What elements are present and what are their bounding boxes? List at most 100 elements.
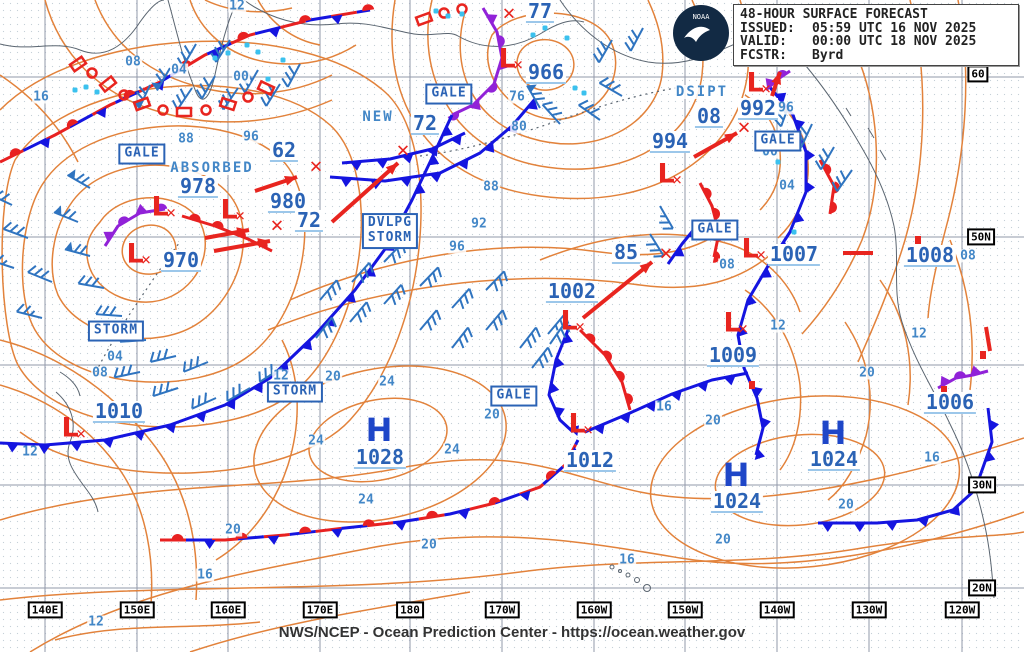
isobar-label: 16 [196,567,214,583]
pressure-label: 1012 [563,448,617,472]
phi-symbol: Φ [0,0,5,4]
movement-arrow [581,260,654,320]
wind-barb [64,241,91,257]
fcstr-value: Byrd [812,47,844,63]
isobar [94,0,333,95]
wind-barb [485,270,509,292]
cold-front [341,131,466,171]
cold-front [736,84,815,461]
isobar-label: 16 [32,89,50,105]
longitude-label: 140E [27,601,63,619]
latitude-label: 30N [968,476,996,494]
pressure-label: 980 [267,189,309,213]
warning-box: STORM [266,381,324,403]
wind-barb [95,305,123,317]
sky-obs-dot [564,35,570,41]
sky-obs-dot [445,13,451,19]
latitude-label: 20N [968,579,996,597]
sky-obs-dot [433,8,439,14]
isobar [54,621,261,641]
sky-obs-dot [244,42,250,48]
wind-barb [315,316,337,339]
issued-label: ISSUED: [740,20,795,36]
wind-barb [624,27,644,52]
low-center-x: ✕ [760,82,772,98]
isobar [801,39,878,335]
low-center-x: ✕ [574,320,586,336]
isobar [744,289,802,471]
low-center-x: ✕ [582,423,594,439]
wind-barb [831,169,853,192]
isobar [0,339,198,601]
isobar [857,0,924,363]
issued-value: 05:59 UTC 16 NOV 2025 [812,20,977,36]
pressure-label: 1024 [710,489,764,513]
isobar-label: 20 [483,407,501,423]
isobar [714,433,886,527]
isobar [86,197,207,303]
sky-obs-dot [225,50,231,56]
isobar-label: 16 [923,450,941,466]
wind-barb [2,221,29,239]
pressure-label: 85 [611,240,641,264]
hawaii-island [625,572,631,578]
isobar-label: 96 [777,100,795,116]
cold-front [818,407,999,532]
pressure-label: 1028 [353,445,407,469]
pressure-label: 1006 [923,390,977,414]
kuril-islands [95,241,181,373]
isobar-label: 96 [242,129,260,145]
wind-barb [659,205,674,230]
low-center-marker: L✕ [61,412,87,444]
low-center-marker: L✕ [746,67,772,99]
low-center-x: ✕ [755,248,767,264]
isobar-label: 12 [272,368,290,384]
isobar-label: 20 [704,413,722,429]
wind-barb [451,288,474,310]
dissipating-front-circle [242,91,254,103]
isobar-label: 20 [837,497,855,513]
isobar-label: 00 [232,69,250,85]
low-center-x: ✕ [512,58,524,74]
wind-barb [27,265,53,283]
isobar [0,74,79,163]
wind-barb [598,76,623,97]
coastlines [0,0,995,599]
footer-credit: NWS/NCEP - Ocean Prediction Center - htt… [278,624,746,641]
annotation: NEW [361,109,395,125]
movement-arrow [213,238,271,253]
sky-obs-dot [72,87,78,93]
movement-arrow [330,161,400,224]
movement-arrow [204,227,250,240]
sky-obs-dot [255,49,261,55]
isobar-label: 24 [307,433,325,449]
islands-se-alaska [845,107,887,161]
low-center-marker: L✕ [568,408,594,440]
sky-obs-dot [83,84,89,90]
dissipating-front-bar [68,54,88,74]
pressure-label: 978 [177,174,219,198]
isobar-label: 12 [769,318,787,334]
isobar [0,384,153,616]
sky-obs-dot [581,90,587,96]
hawaii-island [618,569,622,573]
isobar-label: 88 [177,131,195,147]
wind-barb [151,67,171,92]
high-center-symbol: H [722,456,750,494]
isobar [774,99,809,239]
pressure-label: 62 [269,138,299,162]
forecast-position-x: ✕ [736,118,752,139]
warning-box: GALE [118,143,166,165]
isobar-label: 24 [357,492,375,508]
longitude-label: 150W [667,601,703,619]
isobar-label: 08 [124,54,142,70]
isobar [267,254,771,331]
wind-barb [451,326,473,349]
forecast-position-x: ✕ [269,216,285,237]
wind-barb [519,326,541,349]
wind-barb [66,169,91,189]
isobar-label: 04 [778,178,796,194]
wind-barb [547,313,570,335]
isobar [257,0,321,46]
